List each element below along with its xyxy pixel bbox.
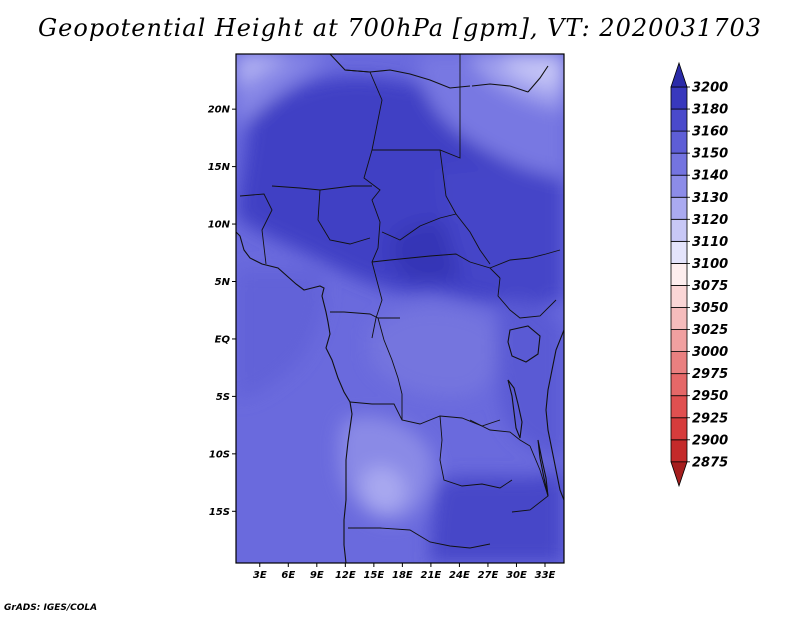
colorbar-box	[670, 108, 688, 132]
colorbar-box	[670, 439, 688, 463]
colorbar-box	[670, 218, 688, 242]
colorbar-label: 3130	[692, 191, 728, 206]
field-congo-light	[370, 306, 501, 397]
colorbar-box	[670, 262, 688, 286]
colorbar-label: 2950	[692, 389, 728, 404]
colorbar-box	[670, 196, 688, 220]
colorbar-box	[670, 329, 688, 352]
border-1	[344, 69, 383, 339]
y-tick-label: 20N	[208, 105, 231, 116]
colorbar-box	[670, 395, 688, 419]
colorbar-box	[670, 130, 688, 154]
coastline-east	[545, 329, 564, 501]
colorbar-label: 3075	[692, 279, 728, 294]
colorbar-box	[670, 307, 688, 330]
border-11	[330, 311, 400, 319]
colorbar-label: 3140	[692, 169, 728, 184]
coastline-west	[236, 231, 353, 563]
field-northeast-lightest	[500, 54, 564, 90]
colorbar-box	[670, 240, 688, 264]
x-tick-label: 33E	[535, 570, 556, 581]
border-17	[511, 445, 549, 513]
colorbar-label: 3160	[692, 125, 728, 140]
border-14	[439, 415, 513, 489]
colorbar-label: 2900	[692, 433, 728, 448]
colorbar-label: 3110	[692, 235, 728, 250]
x-tick-label: 12E	[335, 570, 356, 581]
border-10	[497, 277, 557, 319]
plot-frame	[235, 53, 565, 564]
colorbar-box	[670, 86, 688, 110]
border-9	[489, 249, 561, 269]
colorbar-box	[670, 152, 688, 176]
border-7	[381, 213, 457, 241]
x-tick-label: 9E	[310, 570, 324, 581]
field-southeast-high	[430, 470, 564, 563]
borders	[239, 54, 561, 549]
lake-tanganyika	[507, 379, 523, 439]
map-field	[236, 54, 564, 563]
chart-title: Geopotential Height at 700hPa [gpm], VT:…	[38, 14, 762, 42]
x-tick-label: 18E	[392, 570, 413, 581]
border-15	[348, 527, 491, 549]
colorbar-label: 3025	[692, 323, 728, 338]
x-tick-label: 21E	[421, 570, 442, 581]
colorbar-label: 3050	[692, 301, 728, 316]
border-6	[439, 149, 491, 265]
field-northwest-lighter	[236, 54, 290, 88]
border-5	[317, 189, 371, 245]
colorbar-label: 3180	[692, 103, 728, 118]
field-guinea-mid	[236, 270, 324, 400]
border-13	[377, 317, 403, 420]
x-tick-label: 3E	[253, 570, 267, 581]
colorbar-label: 2925	[692, 411, 728, 426]
coastline-redsea	[471, 65, 549, 93]
y-axis: 20N 15N 10N 5N EQ 5S 10S 15S	[208, 105, 236, 518]
colorbar-box	[670, 351, 688, 375]
colorbar-box	[670, 373, 688, 397]
colorbar-box	[670, 174, 688, 198]
lake-victoria	[507, 325, 541, 363]
colorbar-box	[670, 417, 688, 441]
colorbar: 2875 2900 2925 2950 2975 3000 3025 3050 3075 3100…	[670, 61, 728, 488]
border-12	[349, 401, 501, 427]
colorbar-bottom-arrow	[670, 461, 688, 488]
colorbar-label: 3150	[692, 147, 728, 162]
x-tick-label: 15E	[363, 570, 384, 581]
colorbar-label: 3000	[692, 345, 728, 360]
y-tick-label: 15N	[208, 162, 231, 173]
y-tick-label: 15S	[209, 507, 230, 518]
colorbar-label: 3100	[692, 257, 728, 272]
x-tick-label: 24E	[449, 570, 470, 581]
x-tick-label: 27E	[478, 570, 499, 581]
border-3	[239, 193, 273, 265]
colorbar-top-arrow	[670, 61, 688, 88]
field-blobs	[236, 54, 564, 563]
field-angola-lighter	[362, 466, 406, 512]
border-16	[469, 419, 531, 447]
grads-credit: GrADS: IGES/COLA	[4, 603, 98, 613]
y-tick-label: 10S	[209, 449, 230, 460]
colorbar-box	[670, 285, 688, 308]
x-axis: 3E 6E 9E 12E 15E 18E 21E 24E 27E 30E 33E	[253, 563, 556, 581]
border-8	[371, 253, 501, 279]
colorbar-label: 2875	[692, 455, 728, 470]
border-2	[372, 54, 461, 159]
colorbar-label: 3200	[692, 81, 728, 96]
colorbar-label: 2975	[692, 367, 728, 382]
y-tick-label: EQ	[215, 334, 231, 345]
x-tick-label: 6E	[281, 570, 295, 581]
field-east-high	[440, 165, 564, 300]
y-tick-label: 5S	[216, 392, 230, 403]
y-tick-label: 5N	[215, 277, 231, 288]
colorbar-label: 3120	[692, 213, 728, 228]
x-tick-label: 30E	[506, 570, 527, 581]
coastlines	[236, 54, 564, 563]
y-tick-label: 10N	[208, 220, 231, 231]
